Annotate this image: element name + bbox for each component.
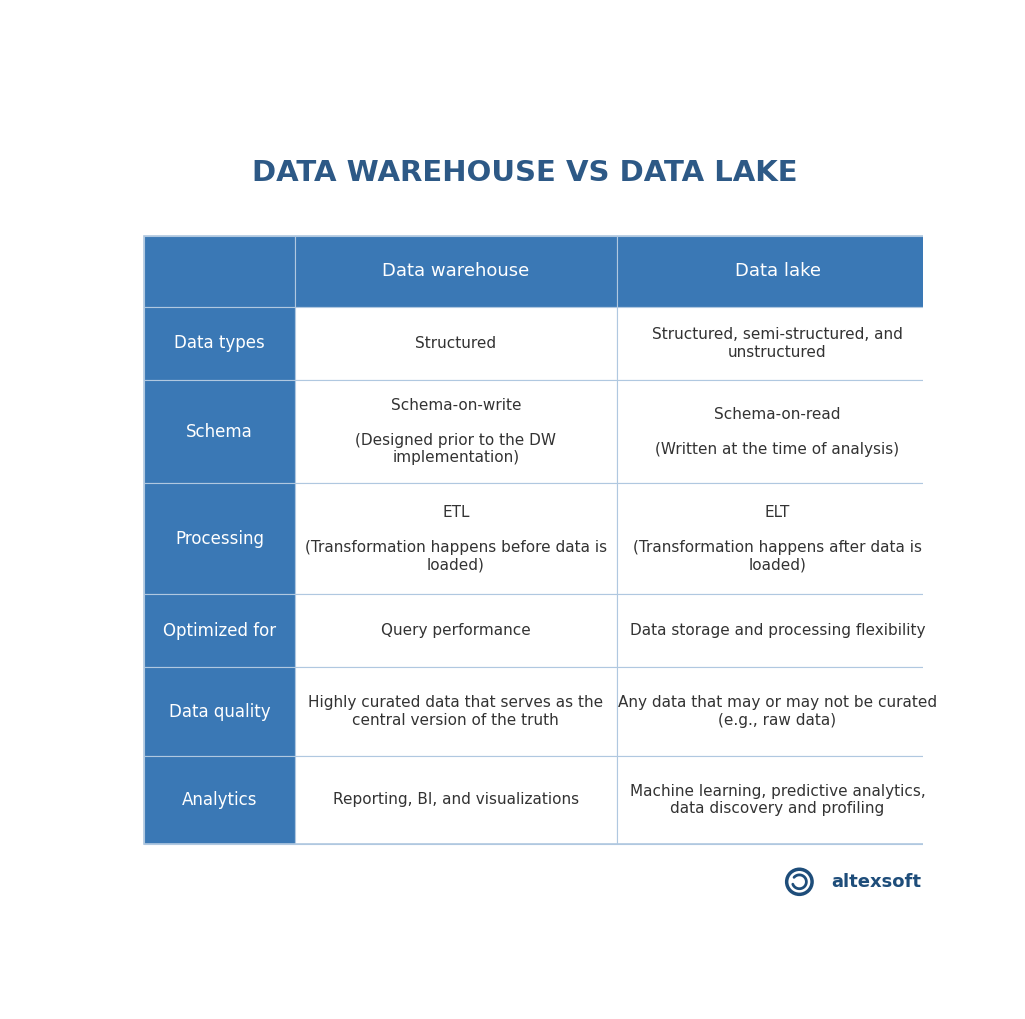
Text: Any data that may or may not be curated
(e.g., raw data): Any data that may or may not be curated … bbox=[618, 695, 937, 728]
Text: Data lake: Data lake bbox=[735, 262, 821, 280]
Bar bbox=[295, 307, 617, 380]
Bar bbox=[617, 667, 939, 756]
Bar bbox=[295, 236, 617, 307]
Bar bbox=[295, 667, 617, 756]
Bar bbox=[144, 236, 939, 844]
Bar bbox=[295, 594, 617, 667]
Text: Machine learning, predictive analytics,
data discovery and profiling: Machine learning, predictive analytics, … bbox=[629, 784, 926, 816]
Text: Structured: Structured bbox=[415, 336, 496, 351]
Text: ETL

(Transformation happens before data is
loaded): ETL (Transformation happens before data … bbox=[304, 505, 607, 573]
Text: Processing: Processing bbox=[175, 530, 264, 547]
Bar bbox=[144, 756, 295, 844]
Bar bbox=[295, 380, 617, 483]
Bar bbox=[144, 594, 295, 667]
Text: Highly curated data that serves as the
central version of the truth: Highly curated data that serves as the c… bbox=[309, 695, 604, 728]
Bar bbox=[144, 380, 295, 483]
Bar bbox=[144, 483, 295, 594]
Bar bbox=[144, 667, 295, 756]
Text: Schema-on-write

(Designed prior to the DW
implementation): Schema-on-write (Designed prior to the D… bbox=[356, 398, 557, 466]
Bar bbox=[144, 307, 295, 380]
Text: Analytics: Analytics bbox=[181, 791, 257, 809]
Bar bbox=[144, 236, 295, 307]
Bar bbox=[617, 307, 939, 380]
Bar bbox=[295, 756, 617, 844]
Text: Optimized for: Optimized for bbox=[163, 622, 276, 640]
Text: Data storage and processing flexibility: Data storage and processing flexibility bbox=[629, 624, 926, 638]
Text: Schema-on-read

(Written at the time of analysis): Schema-on-read (Written at the time of a… bbox=[655, 407, 900, 457]
Bar bbox=[295, 483, 617, 594]
Text: Data types: Data types bbox=[174, 334, 264, 353]
Text: Reporting, BI, and visualizations: Reporting, BI, and visualizations bbox=[333, 793, 579, 807]
Bar bbox=[617, 236, 939, 307]
Text: Schema: Schema bbox=[187, 423, 253, 441]
Text: Structured, semi-structured, and
unstructured: Structured, semi-structured, and unstruc… bbox=[652, 327, 903, 360]
Text: Data quality: Data quality bbox=[169, 703, 271, 720]
Text: DATA WAREHOUSE VS DATA LAKE: DATA WAREHOUSE VS DATA LAKE bbox=[252, 159, 798, 187]
Bar bbox=[617, 380, 939, 483]
Bar bbox=[617, 483, 939, 594]
Text: Data warehouse: Data warehouse bbox=[382, 262, 530, 280]
Text: altexsoft: altexsoft bbox=[831, 873, 921, 891]
Bar bbox=[617, 756, 939, 844]
Text: Query performance: Query performance bbox=[381, 624, 531, 638]
Text: ELT

(Transformation happens after data is
loaded): ELT (Transformation happens after data i… bbox=[633, 505, 922, 573]
Bar bbox=[617, 594, 939, 667]
